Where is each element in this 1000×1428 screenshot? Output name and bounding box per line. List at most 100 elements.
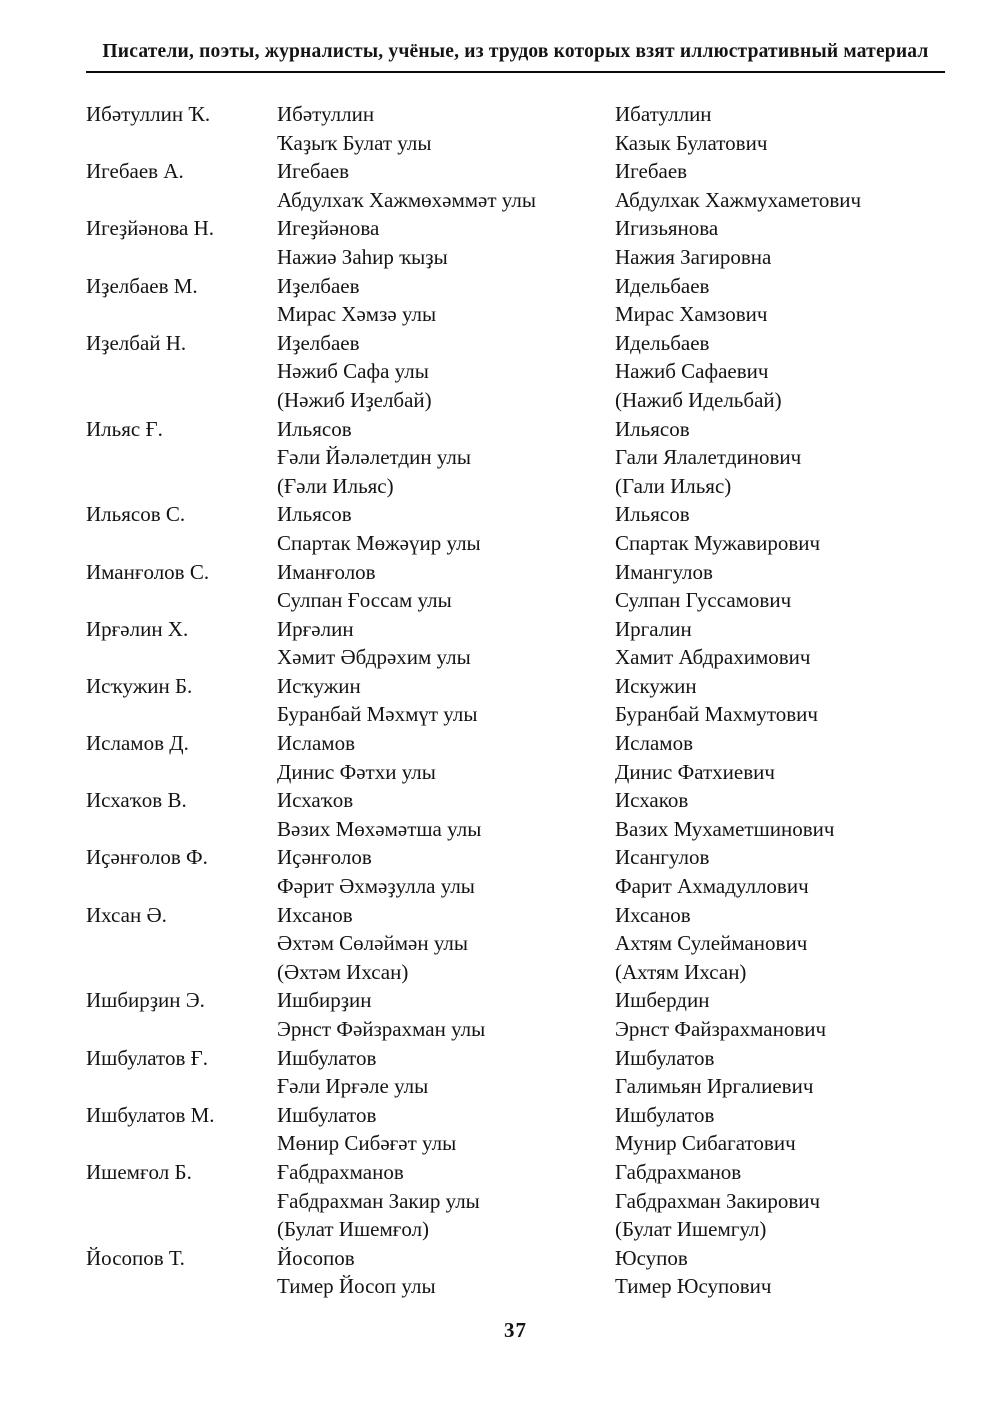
- bashkir-name-line: Ишбулатов: [277, 1102, 377, 1127]
- russian-name-line: Эрнст Файзрахманович: [615, 1017, 827, 1041]
- russian-name-line: Искужин: [615, 673, 697, 698]
- page-header: Писатели, поэты, журналисты, учёные, из …: [86, 41, 945, 81]
- short-name: Иманғолов С.: [86, 559, 210, 584]
- short-name: Исҡужин Б.: [86, 673, 193, 698]
- bashkir-name-line: Ғабдрахманов: [277, 1159, 404, 1184]
- russian-name-line: Ильясов: [615, 502, 690, 527]
- russian-name-cell: Ихсанов Ахтям Сулейманович (Ахтям Ихсан): [615, 901, 976, 987]
- table-row: Иманғолов С. Иманғолов Сулпан Ғоссам улы Им…: [86, 558, 976, 615]
- russian-name-line: Исхаков: [615, 788, 689, 813]
- russian-name-line: Ишбулатов: [615, 1045, 715, 1070]
- short-name: Ильяс Ғ.: [86, 416, 163, 441]
- russian-name-line: Исангулов: [615, 845, 710, 870]
- russian-name-line: Хамит Абдрахимович: [615, 645, 811, 670]
- bashkir-name-line: Мөнир Сибәғәт улы: [277, 1131, 457, 1156]
- bashkir-name-cell: Иҙелбаев Мирас Хәмзә улы: [277, 272, 615, 329]
- bashkir-name-line: Игебаев: [277, 159, 350, 184]
- bashkir-name-cell: Ихсанов Әхтәм Сөләймән улы (Әхтәм Ихсан): [277, 901, 615, 987]
- page-footer: 37: [86, 1318, 945, 1343]
- table-row: Исҡужин Б. Исҡужин Буранбай Мәхмүт улы Иску…: [86, 672, 976, 729]
- short-name-cell: Ишбулатов М.: [86, 1101, 277, 1130]
- bashkir-name-line: Иманғолов: [277, 559, 376, 584]
- russian-name-line: (Ахтям Ихсан): [615, 959, 747, 984]
- bashkir-name-cell: Ирғәлин Хәмит Әбдрәхим улы: [277, 615, 615, 672]
- russian-name-cell: Исламов Динис Фатхиевич: [615, 729, 976, 786]
- russian-name-cell: Исангулов Фарит Ахмадуллович: [615, 843, 976, 900]
- russian-name-cell: Ильясов Гали Ялалетдинович (Гали Ильяс): [615, 415, 976, 501]
- russian-name-cell: Иргалин Хамит Абдрахимович: [615, 615, 976, 672]
- bashkir-name-cell: Йосопов Тимер Йосоп улы: [277, 1244, 615, 1301]
- bashkir-name-line: Вәзих Мөхәмәтша улы: [277, 816, 482, 841]
- table-row: Ишбулатов Ғ. Ишбулатов Ғәли Ирғәле улы Ишбу…: [86, 1044, 976, 1101]
- bashkir-name-cell: Иманғолов Сулпан Ғоссам улы: [277, 558, 615, 615]
- table-row: Ильясов С. Ильясов Спартак Мөжәүир улы Илья…: [86, 500, 976, 557]
- russian-name-line: Иргалин: [615, 616, 692, 641]
- russian-name-line: Игизьянова: [615, 216, 719, 241]
- russian-name-line: Тимер Юсупович: [615, 1274, 772, 1299]
- header-rule: [86, 71, 945, 73]
- bashkir-name-cell: Ишбулатов Мөнир Сибәғәт улы: [277, 1101, 615, 1158]
- short-name-cell: Исхаҡов В.: [86, 786, 277, 815]
- short-name-cell: Игебаев А.: [86, 157, 277, 186]
- bashkir-name-cell: Ильясов Ғәли Йәләлетдин улы (Ғәли Ильяс): [277, 415, 615, 501]
- bashkir-name-line: Ғәли Йәләлетдин улы: [277, 445, 471, 470]
- russian-name-line: Идельбаев: [615, 273, 710, 298]
- bashkir-name-line: Исхаҡов: [277, 788, 354, 813]
- short-name-cell: Иманғолов С.: [86, 558, 277, 587]
- short-name: Ирғәлин Х.: [86, 616, 189, 641]
- short-name: Игеҙйәнова Н.: [86, 216, 215, 241]
- russian-name-cell: Игебаев Абдулхак Хажмухаметович: [615, 157, 976, 214]
- bashkir-name-cell: Игебаев Абдулхаҡ Хажмөхәммәт улы: [277, 157, 615, 214]
- table-row: Иҙелбаев М. Иҙелбаев Мирас Хәмзә улы Идельб…: [86, 272, 976, 329]
- table-row: Игебаев А. Игебаев Абдулхаҡ Хажмөхәммәт ул…: [86, 157, 976, 214]
- short-name: Ишемғол Б.: [86, 1159, 192, 1184]
- table-row: Игеҙйәнова Н. Игеҙйәнова Нажиә Заһир ҡыҙы И…: [86, 214, 976, 271]
- bashkir-name-line: (Нәжиб Иҙелбай): [277, 387, 432, 412]
- russian-name-line: Исламов: [615, 731, 693, 756]
- russian-name-cell: Искужин Буранбай Махмутович: [615, 672, 976, 729]
- bashkir-name-line: Иҙелбаев: [277, 330, 360, 355]
- russian-name-line: Габдрахман Закирович: [615, 1188, 821, 1213]
- bashkir-name-line: Ильясов: [277, 502, 352, 527]
- bashkir-name-line: Йосопов: [277, 1245, 355, 1270]
- bashkir-name-line: Ильясов: [277, 416, 352, 441]
- russian-name-cell: Ишбулатов Галимьян Иргалиевич: [615, 1044, 976, 1101]
- short-name-cell: Исламов Д.: [86, 729, 277, 758]
- bashkir-name-line: Хәмит Әбдрәхим улы: [277, 645, 471, 670]
- bashkir-name-cell: Ибәтуллин Ҡаҙыҡ Булат улы: [277, 100, 615, 157]
- russian-name-cell: Габдрахманов Габдрахман Закирович (Булат И…: [615, 1158, 976, 1244]
- bashkir-name-line: Ишбулатов: [277, 1045, 377, 1070]
- russian-name-line: Казык Булатович: [615, 130, 768, 155]
- table-row: Ильяс Ғ. Ильясов Ғәли Йәләлетдин улы (Ғәли …: [86, 415, 976, 501]
- table-row: Ирғәлин Х. Ирғәлин Хәмит Әбдрәхим улы Иргал…: [86, 615, 976, 672]
- russian-name-cell: Юсупов Тимер Юсупович: [615, 1244, 976, 1301]
- russian-name-line: Имангулов: [615, 559, 713, 584]
- russian-name-line: Ишбулатов: [615, 1102, 715, 1127]
- russian-name-cell: Идельбаев Мирас Хамзович: [615, 272, 976, 329]
- russian-name-line: (Булат Ишемгул): [615, 1217, 767, 1242]
- russian-name-cell: Ильясов Спартак Мужавирович: [615, 500, 976, 557]
- short-name-cell: Ильяс Ғ.: [86, 415, 277, 444]
- russian-name-line: Сулпан Гуссамович: [615, 588, 792, 613]
- russian-name-line: Ихсанов: [615, 902, 691, 927]
- short-name-cell: Исҡужин Б.: [86, 672, 277, 701]
- table-row: Йосопов Т. Йосопов Тимер Йосоп улы Юсупов Ти…: [86, 1244, 976, 1301]
- bashkir-name-line: Тимер Йосоп улы: [277, 1274, 436, 1299]
- short-name: Ильясов С.: [86, 502, 186, 527]
- russian-name-line: Игебаев: [615, 159, 688, 184]
- short-name: Ишбулатов М.: [86, 1102, 215, 1127]
- bashkir-name-line: Динис Фәтхи улы: [277, 759, 436, 784]
- bashkir-name-line: Исҡужин: [277, 673, 361, 698]
- short-name: Йосопов Т.: [86, 1245, 185, 1270]
- russian-name-line: (Гали Ильяс): [615, 473, 732, 498]
- bashkir-name-line: (Булат Ишемғол): [277, 1217, 430, 1242]
- table-row: Иҙелбай Н. Иҙелбаев Нәжиб Сафа улы (Нәжиб И…: [86, 329, 976, 415]
- bashkir-name-line: Иҫәнғолов: [277, 845, 372, 870]
- short-name: Исхаҡов В.: [86, 788, 187, 813]
- bashkir-name-cell: Иҙелбаев Нәжиб Сафа улы (Нәжиб Иҙелбай): [277, 329, 615, 415]
- table-row: Ибәтуллин Ҡ. Ибәтуллин Ҡаҙыҡ Булат улы Ибат…: [86, 100, 976, 157]
- table-row: Исхаҡов В. Исхаҡов Вәзих Мөхәмәтша улы Исха…: [86, 786, 976, 843]
- russian-name-line: Абдулхак Хажмухаметович: [615, 187, 862, 212]
- bashkir-name-line: Ихсанов: [277, 902, 353, 927]
- names-table: Ибәтуллин Ҡ. Ибәтуллин Ҡаҙыҡ Булат улы Ибат…: [86, 100, 976, 1301]
